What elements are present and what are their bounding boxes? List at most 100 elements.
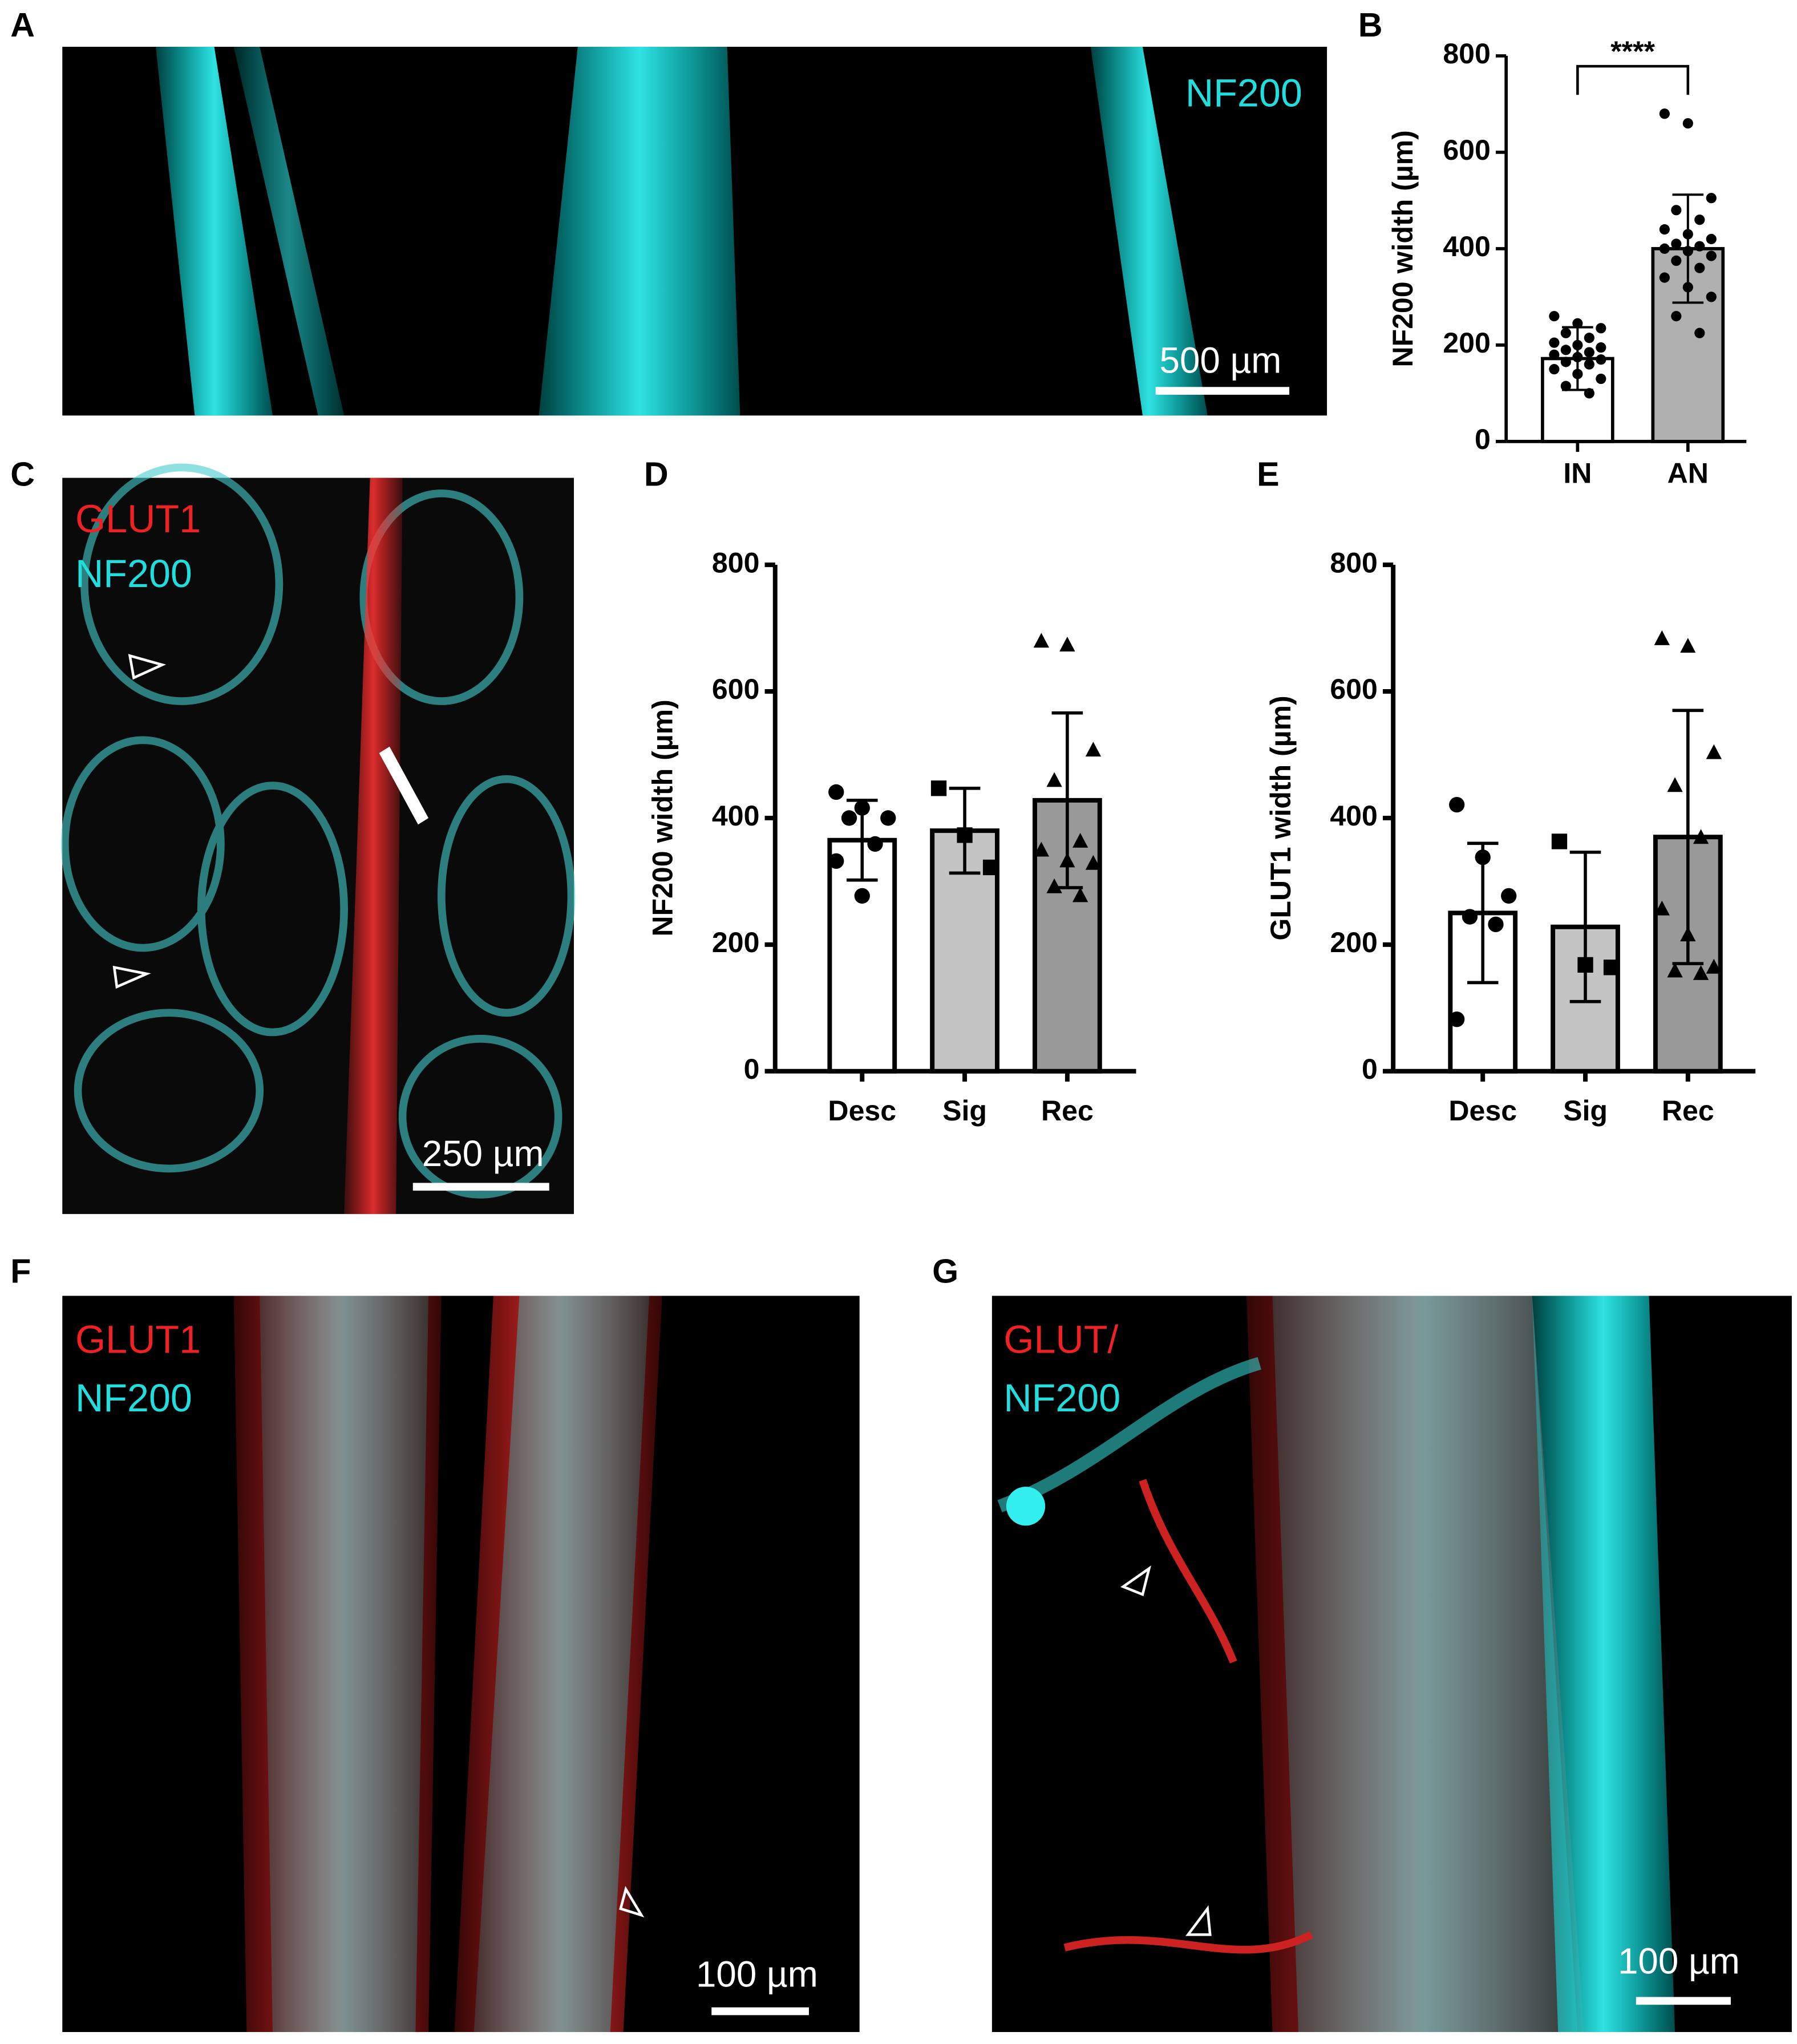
y-axis-label: NF200 width (µm) — [1387, 130, 1419, 367]
data-point — [1488, 916, 1504, 933]
data-point — [1694, 214, 1705, 225]
data-point — [982, 859, 999, 876]
data-point — [1706, 958, 1722, 974]
data-point — [1654, 630, 1670, 645]
stain-label: NF200 — [1185, 72, 1302, 115]
x-tick-label: Desc — [828, 1095, 896, 1127]
data-point — [1706, 193, 1717, 204]
scale-bar-label: 250 µm — [422, 1133, 544, 1174]
data-point — [1682, 282, 1693, 293]
data-point — [1682, 246, 1693, 257]
data-point — [1033, 633, 1050, 648]
panel-label: F — [10, 1252, 31, 1290]
y-axis-label: NF200 width (µm) — [647, 699, 679, 936]
y-tick-label: 0 — [1475, 423, 1491, 455]
x-tick-label: Rec — [1041, 1095, 1094, 1127]
data-point — [1596, 373, 1606, 384]
stain-label: NF200 — [75, 552, 192, 596]
data-point — [854, 800, 870, 816]
data-point — [1654, 900, 1670, 916]
data-point — [1560, 327, 1571, 338]
data-point — [1706, 233, 1717, 245]
data-point — [1706, 250, 1717, 261]
scale-bar-label: 100 µm — [696, 1953, 818, 1994]
panel-label: A — [10, 6, 35, 44]
data-point — [1659, 224, 1670, 235]
data-point — [957, 827, 973, 843]
data-point — [1680, 926, 1696, 942]
y-tick-label: 800 — [712, 547, 760, 578]
y-tick-label: 400 — [712, 800, 760, 832]
panel-label: B — [1358, 6, 1383, 44]
y-tick-label: 800 — [1330, 547, 1378, 578]
data-point — [854, 888, 870, 904]
data-point — [1584, 359, 1594, 370]
scale-bar-label: 100 µm — [1618, 1941, 1740, 1982]
data-point — [1462, 909, 1478, 925]
significance-label: **** — [1610, 35, 1655, 67]
data-point — [1671, 255, 1682, 266]
data-point — [1059, 852, 1075, 868]
data-point — [1667, 777, 1683, 792]
bar — [827, 837, 897, 1074]
data-point — [1671, 311, 1682, 322]
data-point — [828, 784, 844, 800]
panel-label: C — [10, 455, 35, 493]
image-c — [60, 463, 576, 1215]
image-a — [62, 46, 1327, 416]
data-point — [1072, 887, 1088, 902]
data-point — [1693, 829, 1709, 844]
data-point — [1584, 333, 1594, 343]
data-point — [1671, 238, 1682, 249]
data-point — [1059, 637, 1075, 651]
data-point — [1572, 339, 1583, 351]
data-point — [1694, 262, 1705, 273]
data-point — [1596, 323, 1606, 334]
data-point — [1671, 205, 1682, 216]
data-point — [1551, 833, 1568, 849]
data-point — [1501, 888, 1517, 904]
data-point — [1046, 878, 1062, 893]
stain-label: GLUT1 — [75, 497, 201, 541]
data-point — [1667, 962, 1683, 978]
y-tick-label: 800 — [1443, 38, 1491, 70]
data-point — [1693, 965, 1709, 980]
data-point — [1682, 118, 1693, 129]
data-point — [1659, 243, 1670, 254]
data-point — [1085, 742, 1102, 757]
data-point — [1549, 364, 1560, 375]
y-tick-label: 400 — [1330, 800, 1378, 832]
panel-label: D — [644, 455, 669, 493]
data-point — [1549, 349, 1560, 360]
data-point — [1549, 337, 1560, 348]
data-point — [1706, 744, 1722, 759]
data-point — [1577, 957, 1593, 973]
data-point — [1072, 832, 1088, 848]
data-point — [1549, 311, 1560, 322]
image-g — [991, 1296, 1792, 2033]
y-tick-label: 400 — [1443, 230, 1491, 262]
data-point — [1596, 354, 1606, 365]
y-tick-label: 200 — [712, 926, 760, 958]
data-point — [1584, 347, 1594, 358]
stain-label: GLUT/ — [1003, 1318, 1118, 1362]
data-point — [1584, 388, 1594, 399]
y-axis-label: GLUT1 width (µm) — [1265, 695, 1297, 940]
data-point — [867, 836, 883, 852]
data-point — [1560, 345, 1571, 355]
x-tick-label: IN — [1563, 457, 1592, 489]
data-point — [1694, 327, 1705, 338]
data-point — [1680, 638, 1696, 653]
x-tick-label: Sig — [942, 1095, 987, 1127]
data-point — [1706, 292, 1717, 302]
y-tick-label: 0 — [744, 1053, 760, 1085]
stain-label: NF200 — [1003, 1377, 1120, 1420]
x-tick-label: Sig — [1563, 1095, 1608, 1127]
data-point — [1572, 351, 1583, 363]
data-point — [841, 810, 857, 826]
panel-label: G — [932, 1252, 958, 1290]
data-point — [828, 853, 844, 869]
data-point — [1033, 841, 1050, 857]
